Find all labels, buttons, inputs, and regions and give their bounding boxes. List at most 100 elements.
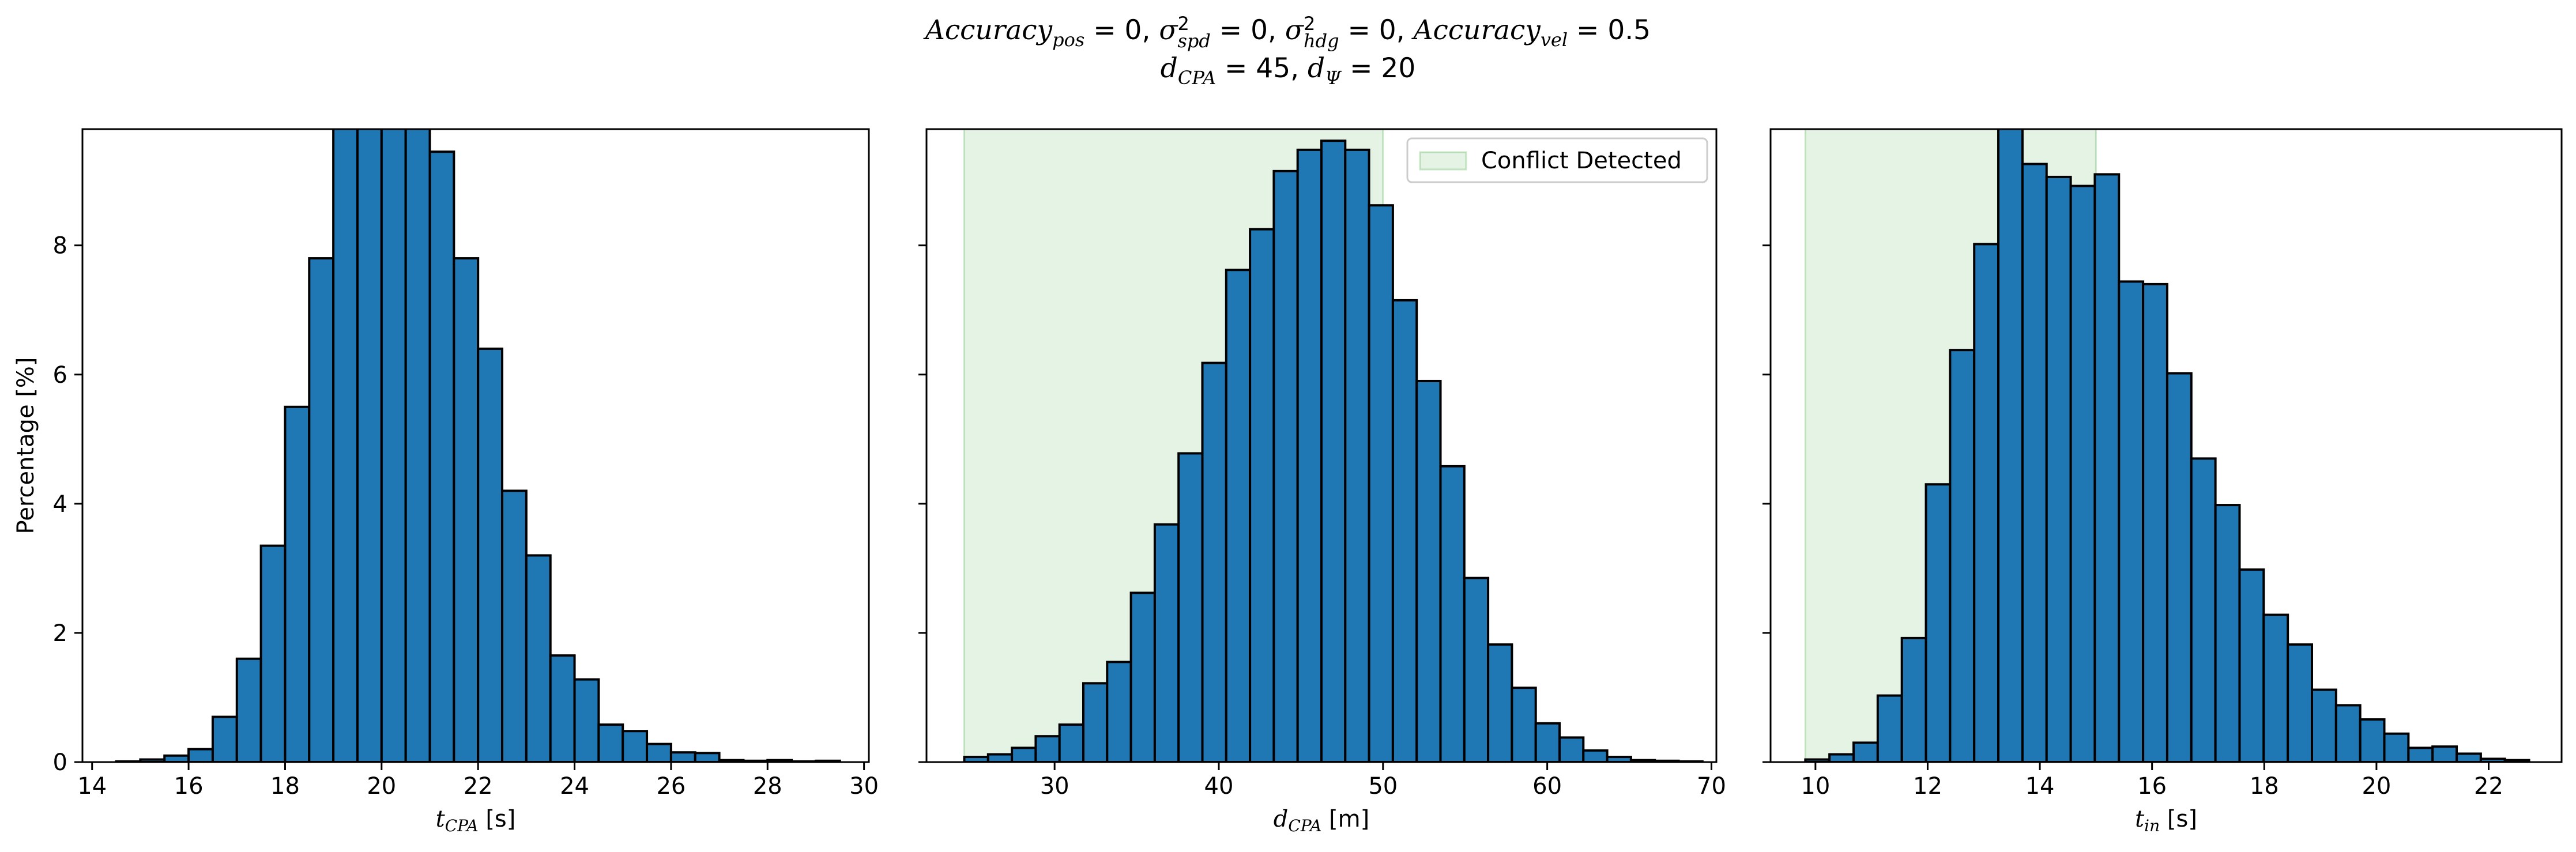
panel3-bar-11 bbox=[2069, 184, 2096, 762]
panel2-bar-20 bbox=[1439, 465, 1466, 762]
panel2-bar-24 bbox=[1534, 722, 1561, 762]
panel2-bar-1 bbox=[986, 753, 1014, 762]
panel1-bar-19 bbox=[573, 678, 600, 762]
panel2-bar-26 bbox=[1582, 749, 1609, 762]
title1-script-2: 2 hdg bbox=[1303, 12, 1339, 50]
panel1-bar-21 bbox=[622, 730, 649, 762]
panel3-bar-6 bbox=[1949, 349, 1976, 762]
panel2-bar-21 bbox=[1463, 576, 1490, 762]
panel2-bar-14 bbox=[1296, 148, 1323, 762]
panel1-bar-9 bbox=[332, 129, 359, 762]
panel3-bar-21 bbox=[2310, 688, 2337, 762]
panel3-bar-20 bbox=[2287, 643, 2313, 762]
panel1-bar-23 bbox=[669, 751, 696, 762]
panel2-bar-7 bbox=[1129, 591, 1156, 762]
panel1-ytick-label-0: 0 bbox=[53, 749, 67, 776]
panel1-bar-3 bbox=[187, 748, 214, 762]
panel2-bar-12 bbox=[1249, 228, 1275, 762]
panel1-xlabel-symbol: t bbox=[436, 806, 446, 832]
panel3-bar-15 bbox=[2166, 372, 2193, 762]
panel2-bar-16 bbox=[1344, 148, 1370, 762]
panel1-ytick-label-1: 2 bbox=[53, 620, 67, 647]
panel2-bar-18 bbox=[1391, 299, 1418, 762]
panel1-xtick-label-3: 20 bbox=[367, 773, 396, 800]
panel2-bar-4 bbox=[1058, 723, 1085, 762]
panel1-xtick-label-2: 18 bbox=[270, 773, 300, 800]
title1-value-0: = 0, bbox=[1084, 14, 1159, 46]
panel1-ytick-label-4: 8 bbox=[53, 233, 67, 259]
panel1-xlabel: tCPA [s] bbox=[436, 806, 516, 835]
figure-title: Accuracy pos = 0, σ 2 spd = 0, σ 2 hdg = 0, … bbox=[0, 12, 2576, 88]
panel3-bar-4 bbox=[1900, 636, 1927, 762]
panel1-axes-frame bbox=[81, 128, 870, 763]
panel1-ytick-label-3: 6 bbox=[53, 362, 67, 389]
panel1-bar-22 bbox=[646, 742, 672, 762]
panel3-xlabel: tin [s] bbox=[2135, 806, 2197, 835]
panel2-xtick-label-4: 70 bbox=[1697, 773, 1726, 800]
title2-symbol-1: d bbox=[1308, 52, 1325, 84]
panel3-bar-7 bbox=[1973, 243, 2000, 762]
panel2-xtick-label-2: 50 bbox=[1368, 773, 1398, 800]
panel3-bar-8 bbox=[1997, 129, 2024, 762]
panel1-ylabel: Percentage [%] bbox=[13, 357, 39, 534]
panel2-bar-19 bbox=[1415, 379, 1442, 762]
panel1-xtick-label-8: 30 bbox=[849, 773, 879, 800]
panel2-bar-3 bbox=[1034, 735, 1061, 762]
panel3-bar-16 bbox=[2190, 457, 2217, 762]
title1-script-0: pos bbox=[1052, 31, 1084, 49]
panel3-bar-24 bbox=[2383, 732, 2410, 762]
panel3-bar-23 bbox=[2359, 718, 2386, 762]
panel3-bar-18 bbox=[2238, 568, 2265, 762]
panel1-bar-17 bbox=[525, 554, 552, 762]
panel1-xtick-label-0: 14 bbox=[77, 773, 107, 800]
title1-value-1: = 0, bbox=[1210, 14, 1285, 46]
panel1-bar-6 bbox=[259, 544, 287, 762]
panel3-xtick-label-1: 12 bbox=[1913, 773, 1942, 800]
panel1-bar-11 bbox=[380, 129, 407, 762]
panel3-xtick-label-5: 20 bbox=[2362, 773, 2391, 800]
title-line-2: d CPA = 45, d Ψ = 20 bbox=[0, 50, 2576, 88]
title1-symbol-0: Accuracy bbox=[925, 14, 1053, 46]
panel3-xtick-label-6: 22 bbox=[2474, 773, 2503, 800]
title1-value-3: = 0.5 bbox=[1568, 14, 1651, 46]
panel3-bar-26 bbox=[2431, 745, 2458, 762]
panel1-xtick-label-4: 22 bbox=[464, 773, 493, 800]
panel2-bar-25 bbox=[1558, 736, 1585, 762]
title1-symbol-1: σ bbox=[1159, 14, 1178, 46]
panel2-bar-17 bbox=[1368, 204, 1394, 762]
panel2-legend-label: Conflict Detected bbox=[1481, 148, 1682, 174]
title-line-1: Accuracy pos = 0, σ 2 spd = 0, σ 2 hdg = 0, … bbox=[0, 12, 2576, 50]
panel3-bar-22 bbox=[2334, 704, 2362, 762]
panel1-ytick-label-2: 4 bbox=[53, 491, 67, 518]
panel2-xlabel: dCPA [m] bbox=[1274, 806, 1369, 835]
panel1-xtick-label-5: 24 bbox=[560, 773, 589, 800]
title1-sup-1: 2 bbox=[1177, 12, 1189, 35]
panel3-bar-27 bbox=[2456, 752, 2482, 762]
panel2-axes-frame bbox=[925, 128, 1718, 763]
panel1-bar-18 bbox=[549, 654, 576, 762]
panel3-bar-14 bbox=[2142, 282, 2168, 762]
title1-sub-1: spd bbox=[1177, 29, 1211, 52]
title2-script-1: Ψ bbox=[1325, 67, 1342, 89]
panel1-xtick-label-1: 16 bbox=[174, 773, 204, 800]
title1-sup-2: 2 bbox=[1303, 12, 1316, 35]
panel1-xlabel-unit: [s] bbox=[479, 806, 516, 832]
panel3-bar-9 bbox=[2021, 163, 2048, 762]
panel2-bar-22 bbox=[1487, 643, 1513, 762]
panel1-bar-4 bbox=[211, 715, 238, 762]
panel3-bar-19 bbox=[2262, 613, 2289, 762]
panel3-xlabel-unit: [s] bbox=[2160, 806, 2197, 832]
panel2-bar-15 bbox=[1320, 140, 1347, 762]
title1-value-2: = 0, bbox=[1339, 14, 1414, 46]
title2-symbol-0: d bbox=[1160, 52, 1178, 84]
title2-sub-0: CPA bbox=[1177, 67, 1217, 89]
title1-sub-3: vel bbox=[1540, 29, 1568, 51]
panel1-bar-16 bbox=[501, 489, 528, 762]
panel1-xtick-label-7: 28 bbox=[753, 773, 782, 800]
title2-sub-1: Ψ bbox=[1325, 67, 1342, 89]
panel2-bar-6 bbox=[1106, 661, 1132, 762]
panel2-bar-13 bbox=[1272, 169, 1299, 762]
panel2-xlabel-symbol: d bbox=[1274, 806, 1289, 832]
title1-script-3: vel bbox=[1540, 29, 1568, 51]
